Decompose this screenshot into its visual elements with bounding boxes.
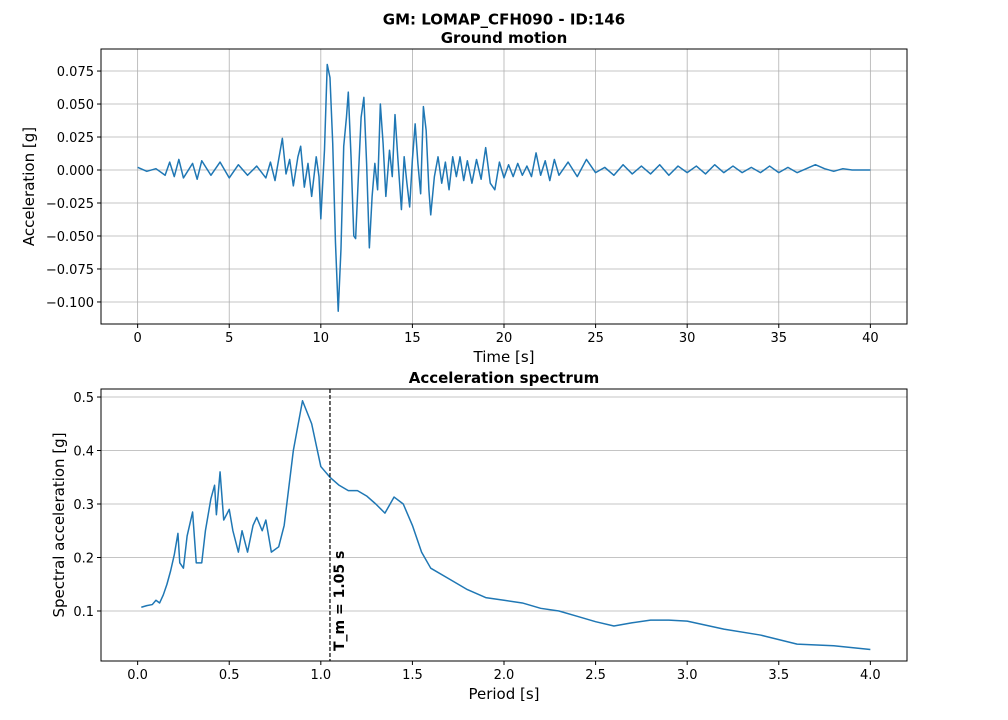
x-tick-label: 30 xyxy=(679,331,696,346)
x-tick-label: 4.0 xyxy=(860,668,881,683)
y-axis-label: Spectral acceleration [g] xyxy=(50,432,68,617)
y-tick-label: 0.5 xyxy=(73,391,94,406)
x-tick-label: 1.0 xyxy=(310,668,331,683)
y-tick-label: 0.3 xyxy=(73,498,94,513)
y-tick-label: 0.1 xyxy=(73,605,94,620)
y-tick-label: 0.025 xyxy=(57,131,94,146)
y-tick-label: 0.050 xyxy=(57,98,94,113)
axes-frame xyxy=(100,48,908,325)
x-tick-label: 15 xyxy=(404,331,421,346)
x-tick-label: 40 xyxy=(862,331,879,346)
x-tick-label: 5 xyxy=(225,331,233,346)
x-tick-label: 0 xyxy=(133,331,141,346)
y-axis-label: Acceleration [g] xyxy=(20,127,38,246)
x-tick-label: 10 xyxy=(313,331,330,346)
subplot: 0.0 0.5 1.0 1.5 2.0 2.5 3.0 3.5 4.0 0.1 0.2 0.3 0.4 0… xyxy=(50,369,908,703)
y-tick-label: 0.2 xyxy=(73,551,94,566)
data-line xyxy=(141,400,871,651)
axes-frame xyxy=(100,388,908,662)
figure-title: GM: LOMAP_CFH090 - ID:146 xyxy=(383,11,625,29)
x-tick-label: 35 xyxy=(770,331,787,346)
y-tick-label: −0.075 xyxy=(46,263,94,278)
x-tick-label: 0.5 xyxy=(219,668,240,683)
x-tick-label: 3.5 xyxy=(768,668,789,683)
y-tick-label: −0.100 xyxy=(46,296,94,311)
x-tick-label: 25 xyxy=(587,331,604,346)
x-tick-label: 2.0 xyxy=(494,668,515,683)
data-line xyxy=(137,63,871,312)
y-tick-label: −0.050 xyxy=(46,230,94,245)
x-tick-label: 3.0 xyxy=(677,668,698,683)
x-axis-label: Period [s] xyxy=(468,685,539,703)
reference-label: T_m = 1.05 s xyxy=(332,551,348,651)
x-tick-label: 2.5 xyxy=(585,668,606,683)
subplot-title: Acceleration spectrum xyxy=(409,369,600,387)
subplot: 0 5 10 15 20 25 30 35 40 −0.100 −0.075 −0.050 −0.025… xyxy=(20,29,908,366)
x-tick-label: 20 xyxy=(496,331,513,346)
y-tick-label: 0.4 xyxy=(73,445,94,460)
subplot-title: Ground motion xyxy=(441,29,568,47)
x-tick-label: 1.5 xyxy=(402,668,423,683)
y-tick-label: 0.000 xyxy=(57,164,94,179)
x-axis-label: Time [s] xyxy=(473,348,535,366)
x-tick-label: 0.0 xyxy=(127,668,148,683)
y-tick-label: −0.025 xyxy=(46,197,94,212)
y-tick-label: 0.075 xyxy=(57,65,94,80)
